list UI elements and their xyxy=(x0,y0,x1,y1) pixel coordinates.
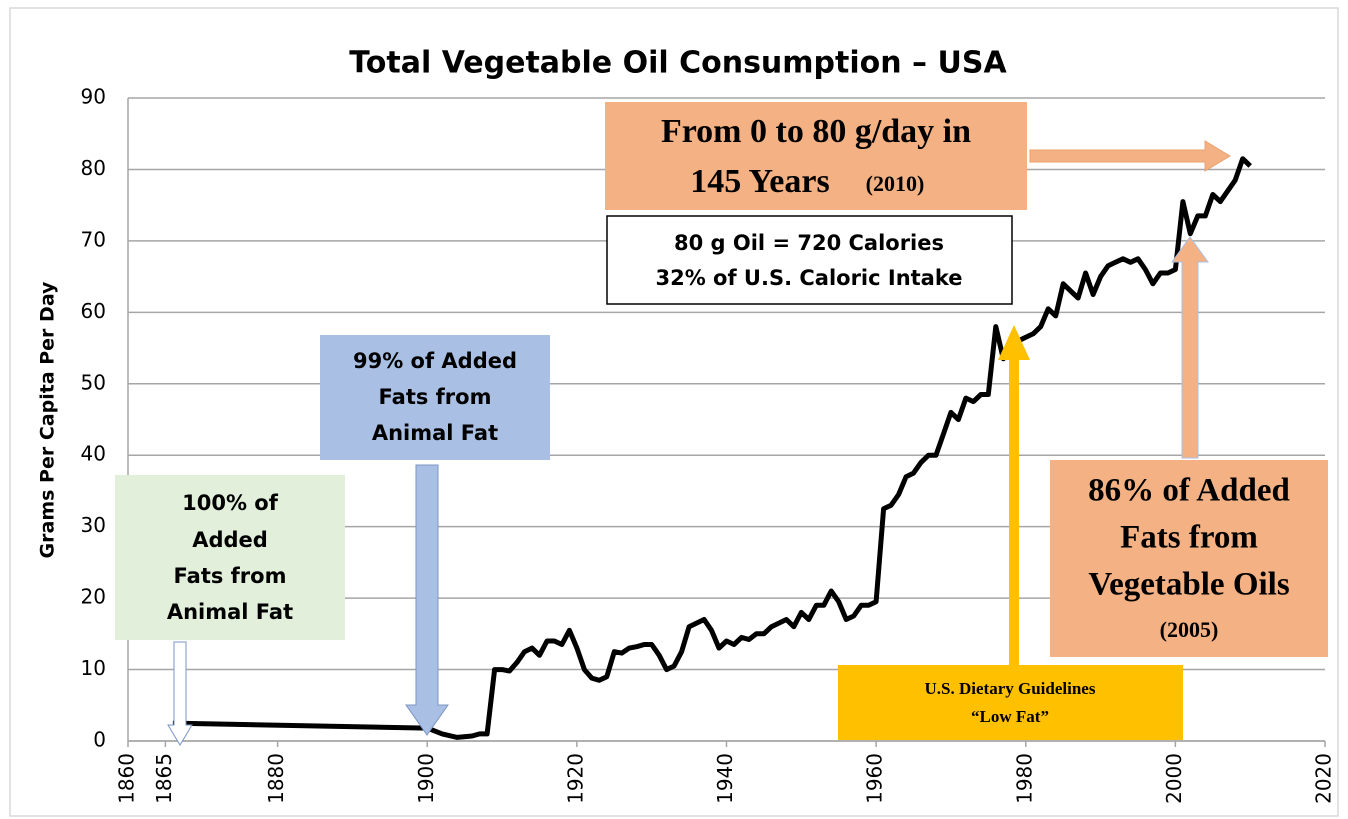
y-tick-label: 60 xyxy=(81,299,106,323)
x-tick-label: 1920 xyxy=(563,753,587,804)
x-tick-label: 1865 xyxy=(152,753,176,804)
y-tick-label: 10 xyxy=(81,656,106,680)
y-tick-label: 40 xyxy=(81,442,106,466)
annotation-text: Fats from xyxy=(1120,520,1258,556)
annotation-box xyxy=(320,335,550,460)
annotation-box xyxy=(115,475,345,640)
y-tick-label: 70 xyxy=(81,227,106,251)
arrow xyxy=(1029,140,1231,172)
x-tick-label: 1980 xyxy=(1012,753,1036,804)
annotation-text: 86% of Added xyxy=(1088,473,1290,509)
annotation-box xyxy=(838,665,1183,740)
arrow xyxy=(405,464,449,736)
annotation-text: (2010) xyxy=(866,171,925,196)
data-line xyxy=(172,156,1252,740)
annotation-text: 80 g Oil = 720 Calories xyxy=(674,231,944,255)
annotation-text: 99% of Added xyxy=(353,349,517,373)
annotation-text: Fats from xyxy=(174,564,287,588)
annotation-text: “Low Fat” xyxy=(971,707,1049,726)
arrow xyxy=(1171,236,1209,459)
x-tick-label: 1900 xyxy=(414,753,438,804)
chart-title: Total Vegetable Oil Consumption – USA xyxy=(349,46,1007,81)
y-tick-label: 30 xyxy=(81,513,106,537)
annotation-text: (2005) xyxy=(1160,617,1219,642)
y-tick-label: 90 xyxy=(81,85,106,109)
annotation-text: Fats from xyxy=(379,385,492,409)
arrow xyxy=(998,325,1030,665)
x-tick-label: 2020 xyxy=(1312,753,1336,804)
annotation-text: 32% of U.S. Caloric Intake xyxy=(655,266,962,290)
y-tick-label: 80 xyxy=(81,156,106,180)
annotation-text: Vegetable Oils xyxy=(1088,567,1290,603)
x-tick-label: 2000 xyxy=(1162,753,1186,804)
annotation-text: Added xyxy=(192,528,268,552)
annotation-text: Animal Fat xyxy=(167,600,293,624)
x-tick-label: 1880 xyxy=(264,753,288,804)
arrow xyxy=(167,641,193,746)
y-tick-label: 20 xyxy=(81,585,106,609)
x-tick-label: 1860 xyxy=(115,753,139,804)
x-tick-label: 1960 xyxy=(863,753,887,804)
annotation-box xyxy=(1050,460,1328,657)
y-axis-label: Grams Per Capita Per Day xyxy=(37,281,59,559)
y-tick-label: 50 xyxy=(81,370,106,394)
chart-border xyxy=(9,7,1339,817)
annotation-text: Animal Fat xyxy=(372,421,498,445)
annotation-text: 100% of xyxy=(182,491,279,515)
x-tick-label: 1940 xyxy=(713,753,737,804)
annotation-text: 145 Years xyxy=(690,163,829,200)
annotation-box xyxy=(605,102,1027,210)
annotation-text: From 0 to 80 g/day in xyxy=(661,113,971,150)
annotation-box xyxy=(606,215,1013,305)
marks xyxy=(172,156,1252,740)
annotation-text: U.S. Dietary Guidelines xyxy=(925,679,1096,698)
y-tick-label: 0 xyxy=(93,728,106,752)
